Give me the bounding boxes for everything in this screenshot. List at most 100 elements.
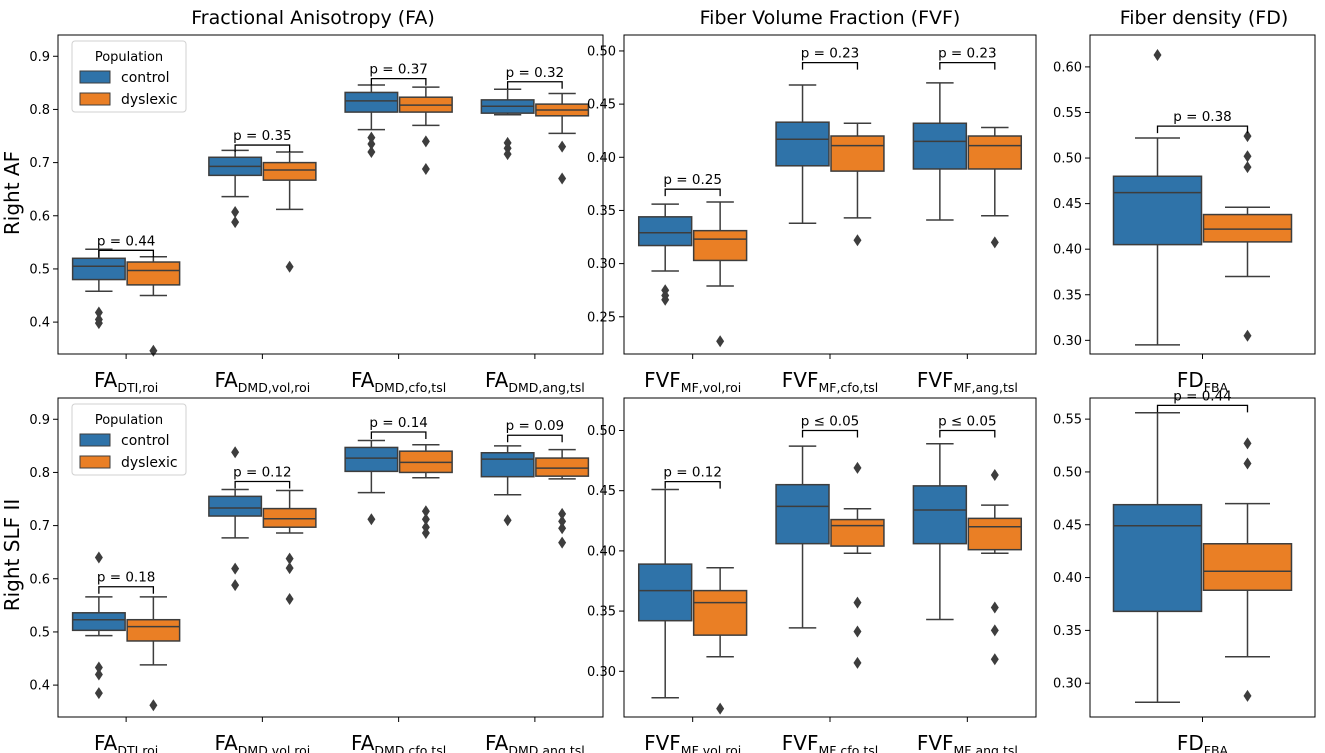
box-control xyxy=(1112,412,1203,703)
significance-bracket xyxy=(939,61,996,70)
p-value-label: p = 0.09 xyxy=(506,418,565,434)
legend-swatch-dyslexic xyxy=(79,92,111,106)
box-body xyxy=(912,485,968,545)
outlier-marker xyxy=(853,656,862,669)
outlier-marker xyxy=(853,625,862,638)
plot-frame xyxy=(57,397,604,718)
box-body xyxy=(1202,543,1293,591)
y-tick-label: 0.40 xyxy=(1053,571,1082,586)
y-tick-label: 0.45 xyxy=(587,98,616,113)
box-dyslexic xyxy=(126,596,181,712)
plot-frame xyxy=(1089,397,1316,718)
x-tick-label: FADTI,roi xyxy=(94,731,158,753)
outlier-marker xyxy=(558,515,567,528)
box-dyslexic xyxy=(126,255,181,357)
y-tick-label: 0.30 xyxy=(1053,334,1082,349)
box-body xyxy=(775,483,830,545)
box-body xyxy=(71,257,126,281)
y-tick-label: 0.35 xyxy=(587,204,616,219)
outlier-marker xyxy=(94,551,103,564)
category-fa-DMD-ang-tsl: FADMD,ang,tsl p = 0.09 xyxy=(480,418,590,753)
significance-bracket xyxy=(370,77,427,86)
legend-swatch-control xyxy=(79,70,111,84)
x-tick-label: FVFMF,cfo,tsl xyxy=(782,731,878,753)
x-tick-label: FVFMF,vol,roi xyxy=(644,731,741,753)
box-dyslexic xyxy=(398,86,453,175)
box-control xyxy=(480,445,535,527)
p-value-label: p ≤ 0.05 xyxy=(938,414,997,430)
x-tick-label: FADMD,ang,tsl xyxy=(485,731,585,753)
outlier-marker xyxy=(853,596,862,609)
outlier-marker xyxy=(503,148,512,161)
panel-fd-slf: 0.30 0.35 0.40 0.45 0.50 0.55 FDFBA p = 0.44 xyxy=(1053,388,1316,753)
box-control xyxy=(71,248,126,330)
x-tick-label: FVFMF,ang,tsl xyxy=(917,731,1018,753)
outlier-marker xyxy=(558,536,567,549)
outlier-marker xyxy=(421,162,430,175)
plot-frame xyxy=(623,397,1037,718)
y-tick-label: 0.40 xyxy=(1053,243,1082,258)
x-tick-label: FADMD,cfo,tsl xyxy=(351,731,446,753)
outlier-marker xyxy=(285,562,294,575)
y-tick-label: 0.4 xyxy=(29,316,50,331)
box-dyslexic xyxy=(535,92,590,185)
legend-af: Population control dyslexic xyxy=(71,40,187,113)
box-body xyxy=(126,261,181,286)
p-value-label: p = 0.12 xyxy=(663,465,722,481)
box-body xyxy=(692,229,748,262)
outlier-marker xyxy=(421,135,430,148)
outlier-marker xyxy=(367,131,376,144)
x-tick-label: FVFMF,vol,roi xyxy=(644,368,741,395)
p-value-label: p = 0.25 xyxy=(663,172,722,188)
legend-swatch-control xyxy=(79,433,111,447)
y-tick-label: 0.25 xyxy=(587,310,616,325)
legend-label-control: control xyxy=(121,70,170,86)
x-tick-label: FDFBA xyxy=(1177,731,1229,753)
box-body xyxy=(830,518,885,547)
outlier-marker xyxy=(231,562,240,575)
box-body xyxy=(1202,213,1293,243)
y-tick-label: 0.7 xyxy=(29,156,50,171)
box-body xyxy=(967,517,1023,551)
outlier-marker xyxy=(285,552,294,565)
box-dyslexic xyxy=(967,126,1023,249)
outlier-marker xyxy=(285,260,294,273)
panel-fvf-slf: 0.30 0.35 0.40 0.45 0.50 FVFMF,vol,roi p = 0.1… xyxy=(587,397,1037,753)
x-tick-label: FADMD,cfo,tsl xyxy=(351,368,446,395)
outlier-marker xyxy=(231,216,240,229)
significance-bracket xyxy=(506,434,563,443)
y-tick-label: 0.55 xyxy=(1053,106,1082,121)
plot-frame xyxy=(57,34,604,355)
box-body xyxy=(262,507,317,528)
category-fvf-MF-ang-tsl: FVFMF,ang,tsl p ≤ 0.05 xyxy=(912,414,1023,753)
panel-fa-slf: 0.4 0.5 0.6 0.7 0.8 0.9 FADTI,roi p = 0.18 FADMD… xyxy=(29,397,604,753)
p-value-label: p = 0.32 xyxy=(506,65,565,81)
box-body xyxy=(480,452,535,478)
outlier-marker xyxy=(1153,49,1162,62)
y-tick-label: 0.45 xyxy=(1053,518,1082,533)
category-fa-DMD-ang-tsl: FADMD,ang,tsl p = 0.32 xyxy=(480,65,590,395)
p-value-label: p = 0.23 xyxy=(801,46,860,62)
category-fvf-MF-cfo-tsl: FVFMF,cfo,tsl p = 0.23 xyxy=(775,46,885,395)
p-value-label: p = 0.12 xyxy=(233,464,292,480)
outlier-marker xyxy=(231,579,240,592)
panel-fd-af: 0.30 0.35 0.40 0.45 0.50 0.55 0.60 FDFBA p = 0.3… xyxy=(1053,34,1316,395)
p-value-label: p = 0.18 xyxy=(97,570,156,586)
x-tick-label: FVFMF,ang,tsl xyxy=(917,368,1018,395)
outlier-marker xyxy=(1243,329,1252,342)
box-control xyxy=(912,442,968,621)
box-body xyxy=(344,446,399,473)
p-value-label: p = 0.44 xyxy=(1173,388,1232,404)
significance-bracket xyxy=(939,429,996,438)
y-tick-label: 0.50 xyxy=(587,424,616,439)
outlier-marker xyxy=(853,461,862,474)
category-fd-FBA: FDFBA p = 0.44 xyxy=(1112,388,1293,753)
outlier-marker xyxy=(990,236,999,249)
outlier-marker xyxy=(661,293,670,306)
outlier-marker xyxy=(1243,150,1252,163)
box-dyslexic xyxy=(1202,437,1293,702)
category-fa-DMD-cfo-tsl: FADMD,cfo,tsl p = 0.37 xyxy=(344,62,453,395)
x-tick-label: FDFBA xyxy=(1177,368,1229,395)
y-tick-label: 0.40 xyxy=(587,544,616,559)
box-control xyxy=(775,445,830,629)
